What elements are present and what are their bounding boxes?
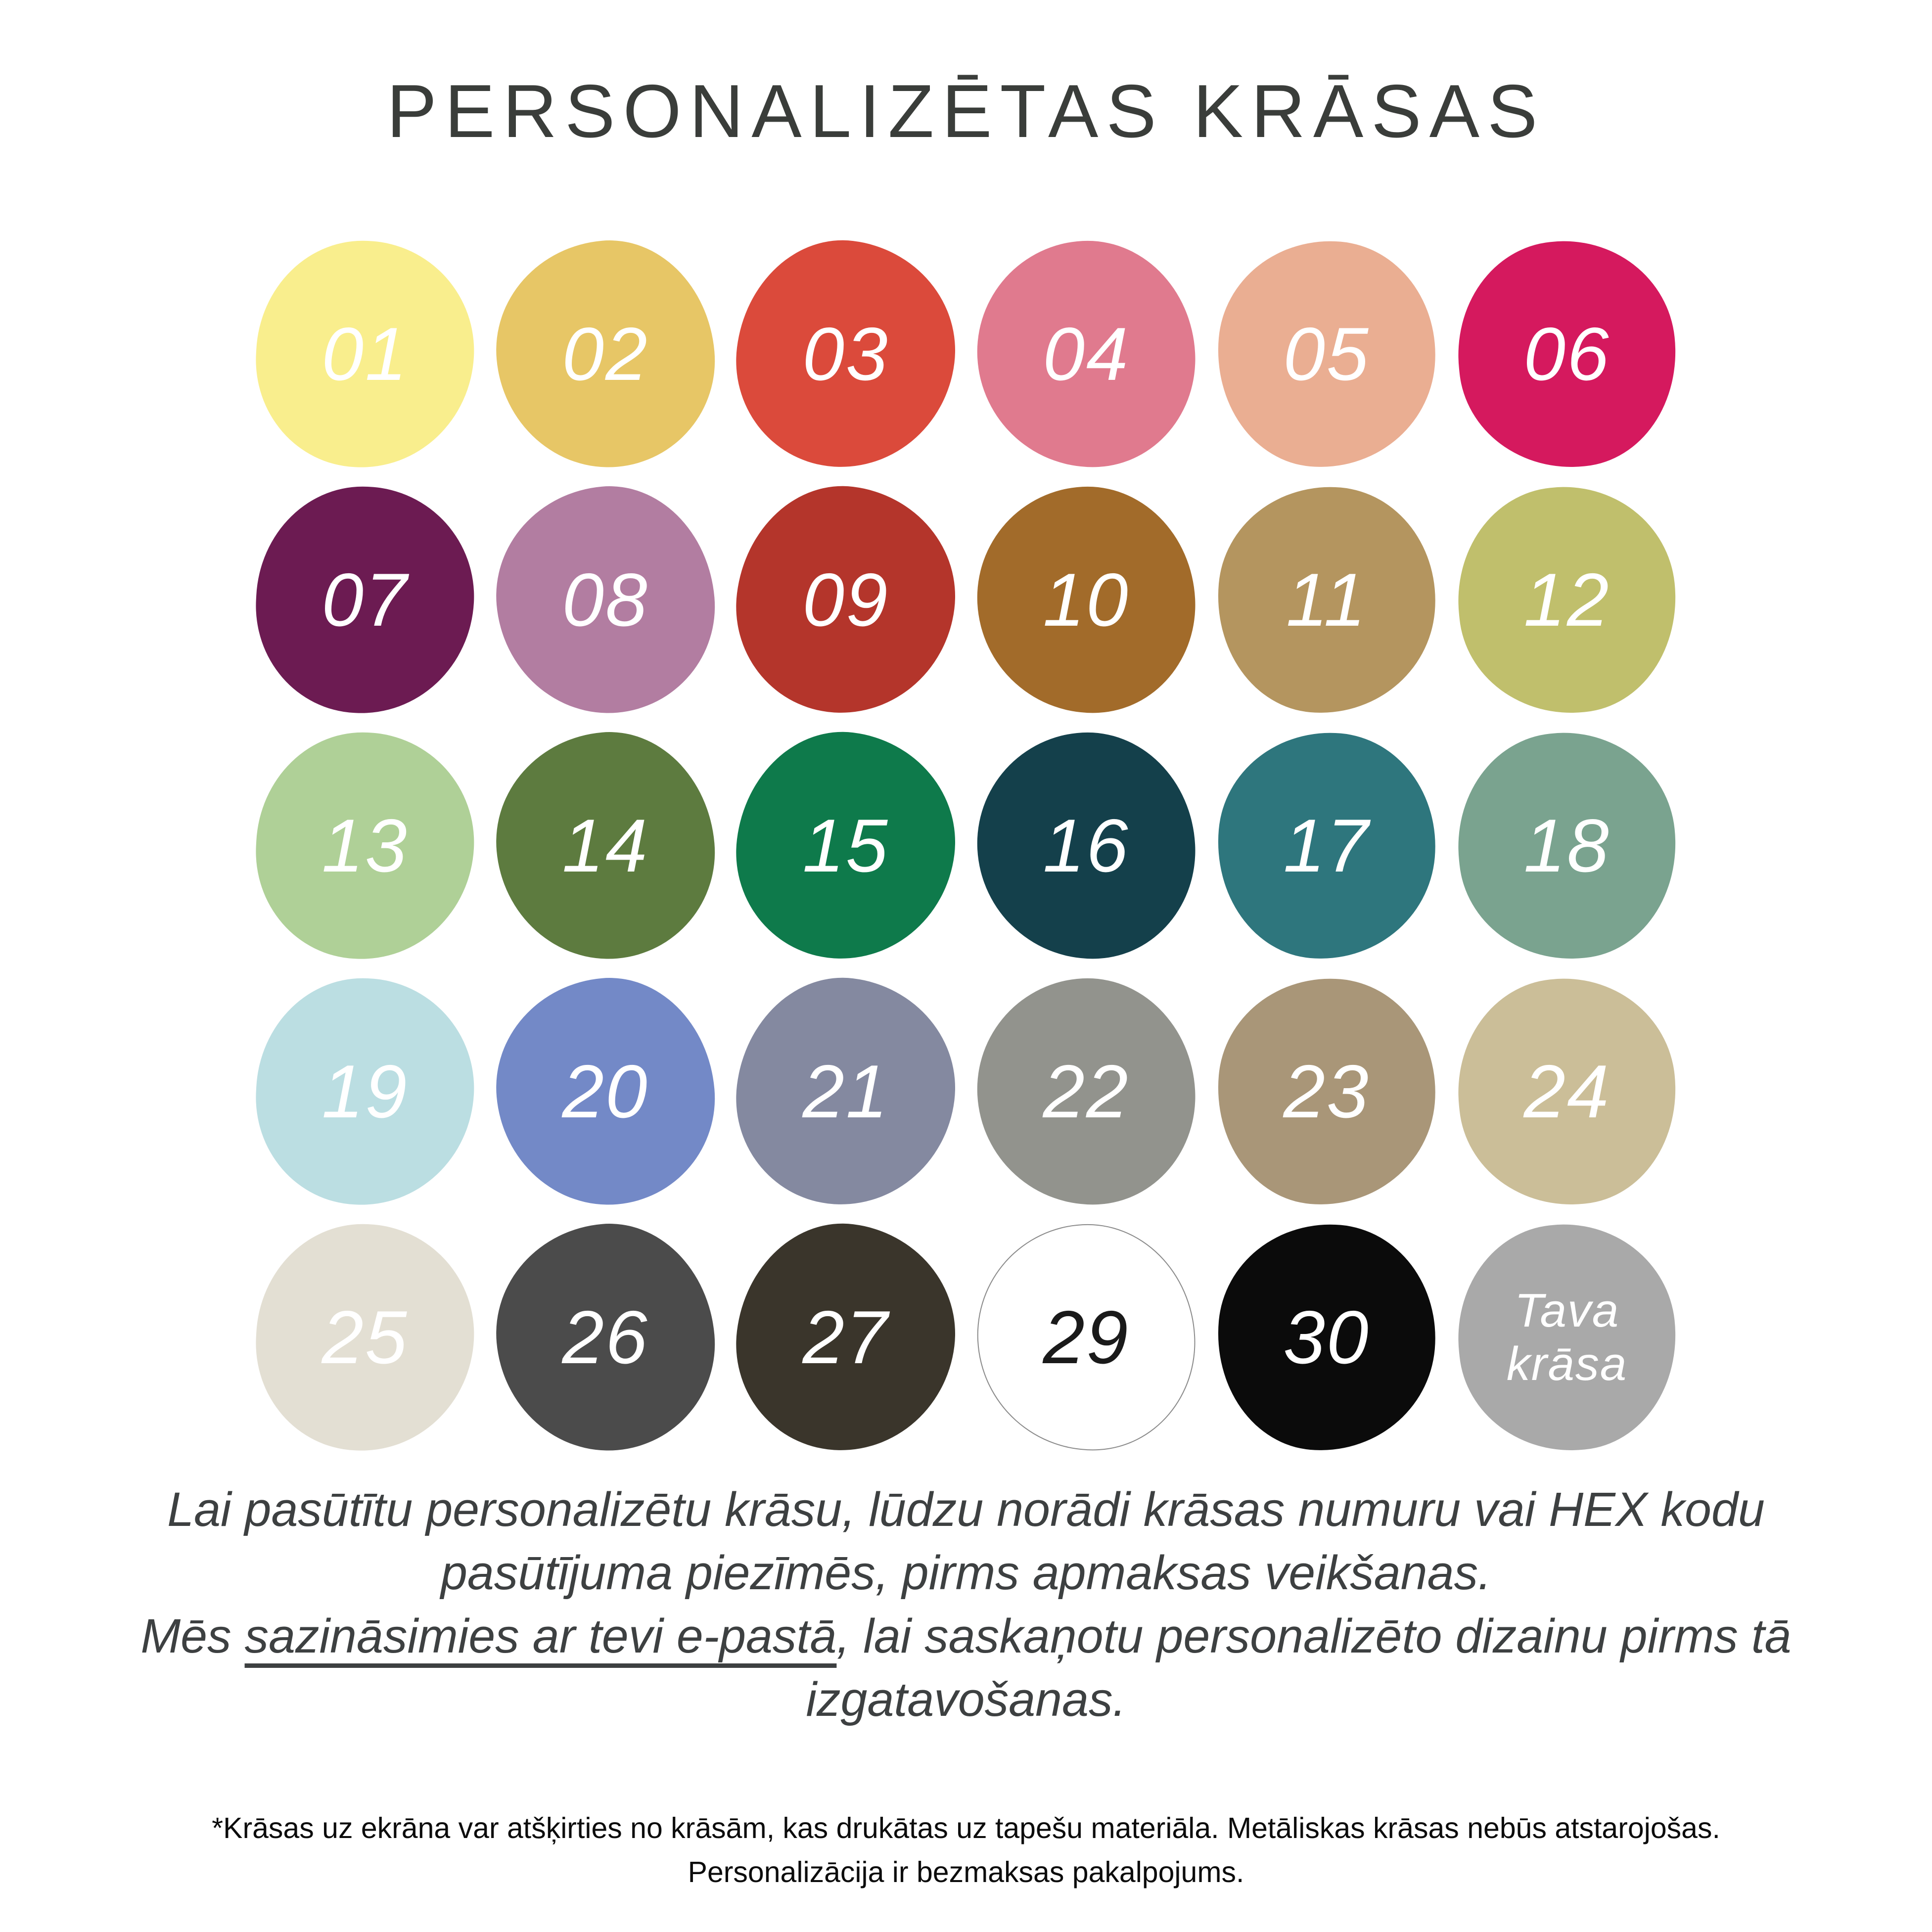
color-swatch-23: 23: [1208, 969, 1445, 1214]
instructions-sentence-2-suffix: , lai saskaņotu personalizēto dizainu pi…: [806, 1609, 1792, 1727]
custom-color-label: Tava krāsa: [1506, 1284, 1628, 1390]
color-number: 10: [1043, 558, 1130, 642]
color-swatch-25: 25: [250, 1218, 480, 1457]
color-swatch-05: 05: [1208, 231, 1445, 477]
color-number: 18: [1523, 804, 1610, 888]
color-swatch-22: 22: [971, 972, 1201, 1211]
color-swatch-18: 18: [1447, 722, 1687, 970]
color-number: 22: [1043, 1050, 1130, 1134]
email-contact-underlined-text: sazināsimies ar tevi e-pastā: [244, 1609, 837, 1663]
footnote-line-1: *Krāsas uz ekrāna var atšķirties no krās…: [212, 1812, 1720, 1844]
color-swatch-10: 10: [971, 481, 1201, 719]
color-number: 21: [802, 1050, 889, 1134]
color-swatch-07: 07: [250, 481, 480, 719]
color-number: 17: [1283, 804, 1370, 888]
footnote: *Krāsas uz ekrāna var atšķirties no krās…: [0, 1806, 1932, 1894]
color-swatch-14: 14: [487, 723, 724, 968]
color-swatch-09: 09: [724, 474, 968, 726]
color-number: 27: [802, 1295, 889, 1380]
color-number: 14: [562, 804, 649, 888]
color-swatch-16: 16: [971, 727, 1201, 965]
color-number: 04: [1043, 312, 1130, 396]
instructions-sentence-2-prefix: Mēs: [140, 1609, 245, 1663]
footnote-line-2: Personalizācija ir bezmaksas pakalpojums…: [688, 1855, 1244, 1888]
color-swatch-08: 08: [487, 477, 724, 723]
color-number: 06: [1523, 312, 1610, 396]
color-number: 25: [322, 1295, 409, 1380]
page-title: PERSONALIZĒTAS KRĀSAS: [386, 69, 1546, 153]
color-swatch-13: 13: [250, 727, 480, 965]
color-number: 13: [322, 804, 409, 888]
color-number: 15: [802, 804, 889, 888]
color-swatch-19: 19: [250, 972, 480, 1211]
color-number: 09: [802, 558, 889, 642]
color-swatch-15: 15: [724, 720, 968, 972]
color-number: 26: [562, 1295, 649, 1380]
color-swatch-30: 30: [1208, 1215, 1445, 1460]
color-number: 23: [1283, 1050, 1370, 1134]
color-number: 24: [1523, 1050, 1610, 1134]
color-swatch-20: 20: [487, 969, 724, 1214]
color-number: 30: [1283, 1295, 1370, 1380]
color-swatch-12: 12: [1447, 476, 1687, 724]
color-number: 20: [562, 1050, 649, 1134]
color-number: 29: [1043, 1295, 1130, 1380]
color-swatch-27: 27: [724, 1211, 968, 1464]
color-swatch-03: 03: [724, 228, 968, 480]
swatch-grid: 01 02 03 04 05 06 07 08: [250, 228, 1687, 1464]
color-swatch-02: 02: [487, 231, 724, 477]
color-swatch-custom: Tava krāsa: [1447, 1213, 1687, 1462]
color-swatch-01: 01: [250, 235, 480, 473]
color-number: 19: [322, 1050, 409, 1134]
instructions-sentence-1: Lai pasūtītu personalizētu krāsu, lūdzu …: [167, 1482, 1765, 1600]
color-number: 03: [802, 312, 889, 396]
color-swatch-24: 24: [1447, 967, 1687, 1216]
color-swatch-17: 17: [1208, 723, 1445, 968]
color-number: 02: [562, 312, 649, 396]
color-number: 01: [322, 312, 409, 396]
color-number: 05: [1283, 312, 1370, 396]
color-swatch-11: 11: [1208, 477, 1445, 723]
color-number: 08: [562, 558, 649, 642]
color-number: 11: [1286, 558, 1367, 642]
color-swatch-04: 04: [971, 235, 1201, 473]
color-number: 16: [1043, 804, 1130, 888]
color-number: 07: [322, 558, 409, 642]
color-swatch-29: 29: [971, 1218, 1201, 1457]
color-swatch-21: 21: [724, 966, 968, 1218]
color-number: 12: [1523, 558, 1610, 642]
color-swatch-06: 06: [1447, 230, 1687, 478]
color-swatch-26: 26: [487, 1215, 724, 1460]
order-instructions: Lai pasūtītu personalizētu krāsu, lūdzu …: [105, 1478, 1827, 1731]
